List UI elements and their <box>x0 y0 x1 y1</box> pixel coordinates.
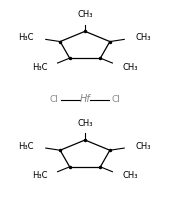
Text: CH₃: CH₃ <box>122 171 138 180</box>
Text: Hf: Hf <box>80 95 90 104</box>
Text: Cl: Cl <box>49 95 58 104</box>
Text: CH₃: CH₃ <box>122 62 138 71</box>
Text: CH₃: CH₃ <box>136 33 151 42</box>
Text: H₃C: H₃C <box>32 62 48 71</box>
Text: H₃C: H₃C <box>19 142 34 151</box>
Text: CH₃: CH₃ <box>136 142 151 151</box>
Text: H₃C: H₃C <box>32 171 48 180</box>
Text: H₃C: H₃C <box>19 33 34 42</box>
Text: CH₃: CH₃ <box>77 119 93 128</box>
Text: Cl: Cl <box>112 95 121 104</box>
Text: CH₃: CH₃ <box>77 11 93 20</box>
